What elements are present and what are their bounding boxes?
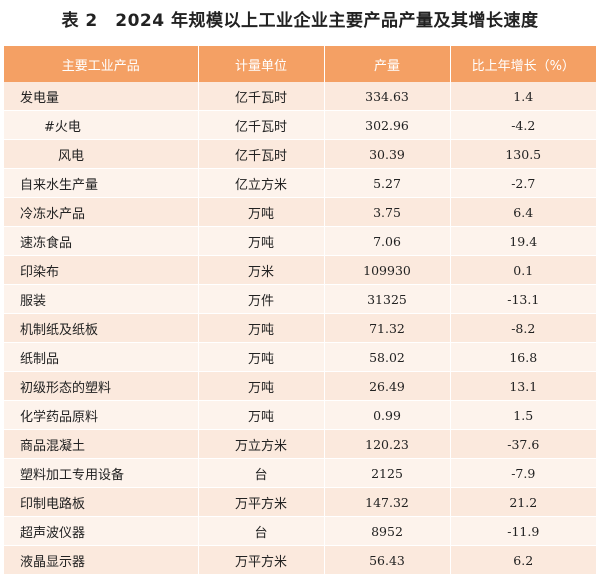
growth-cell: 21.2 [450, 487, 596, 517]
table-row: 化学药品原料 万吨 0.99 1.5 [4, 400, 596, 430]
output-cell: 5.27 [324, 168, 451, 198]
unit-cell: 万吨 [198, 400, 325, 430]
table-row: 印制电路板 万平方米 147.32 21.2 [4, 487, 596, 517]
growth-cell: 6.2 [450, 545, 596, 575]
growth-cell: 19.4 [450, 226, 596, 256]
table-row: 初级形态的塑料 万吨 26.49 13.1 [4, 371, 596, 401]
growth-cell: 1.4 [450, 82, 596, 111]
unit-cell: 万米 [198, 255, 325, 285]
table-row: 塑料加工专用设备台 2125 -7.9 [4, 458, 596, 488]
table-row: 冷冻水产品 万吨 3.75 6.4 [4, 197, 596, 227]
unit-cell: 台 [198, 516, 325, 546]
growth-cell: -11.9 [450, 516, 596, 546]
product-output-table: 主要工业产品 计量单位 产量 比上年增长（%） 发电量 亿千瓦时 334.63 1.4… [4, 46, 596, 575]
growth-cell: -4.2 [450, 110, 596, 140]
product-name-cell: 风电 [4, 139, 199, 169]
header-unit: 计量单位 [198, 46, 325, 82]
table-row: 风电 亿千瓦时 30.39 130.5 [4, 139, 596, 169]
table-row: #火电 亿千瓦时 302.96 -4.2 [4, 110, 596, 140]
product-name-cell: 纸制品 [4, 342, 199, 372]
unit-cell: 万吨 [198, 197, 325, 227]
growth-cell: 130.5 [450, 139, 596, 169]
unit-cell: 亿千瓦时 [198, 110, 325, 140]
table-row: 速冻食品 万吨 7.06 19.4 [4, 226, 596, 256]
output-cell: 3.75 [324, 197, 451, 227]
output-cell: 7.06 [324, 226, 451, 256]
table-row: 印染布 万米 109930 0.1 [4, 255, 596, 285]
table-row: 服装 万件 31325 -13.1 [4, 284, 596, 314]
growth-cell: 6.4 [450, 197, 596, 227]
unit-cell: 万吨 [198, 313, 325, 343]
growth-cell: -7.9 [450, 458, 596, 488]
table-row: 自来水生产量 亿立方米 5.27 -2.7 [4, 168, 596, 198]
growth-cell: -2.7 [450, 168, 596, 198]
growth-cell: 13.1 [450, 371, 596, 401]
output-cell: 56.43 [324, 545, 451, 575]
output-cell: 31325 [324, 284, 451, 314]
product-name-cell: 超声波仪器 [4, 516, 199, 546]
output-cell: 2125 [324, 458, 451, 488]
product-name-cell: 发电量 [4, 82, 199, 111]
growth-cell: -8.2 [450, 313, 596, 343]
unit-cell: 万吨 [198, 342, 325, 372]
header-growth: 比上年增长（%） [450, 46, 596, 82]
output-cell: 109930 [324, 255, 451, 285]
unit-cell: 万立方米 [198, 429, 325, 459]
unit-cell: 万吨 [198, 226, 325, 256]
growth-cell: 1.5 [450, 400, 596, 430]
header-product: 主要工业产品 [4, 46, 199, 82]
table-row: 超声波仪器台 8952 -11.9 [4, 516, 596, 546]
output-cell: 334.63 [324, 82, 451, 111]
product-name-cell: 机制纸及纸板 [4, 313, 199, 343]
table-row: 发电量 亿千瓦时 334.63 1.4 [4, 82, 596, 111]
product-name-cell: 液晶显示器 [4, 545, 199, 575]
output-cell: 8952 [324, 516, 451, 546]
unit-cell: 亿千瓦时 [198, 82, 325, 111]
growth-cell: -13.1 [450, 284, 596, 314]
product-name-cell: 冷冻水产品 [4, 197, 199, 227]
output-cell: 147.32 [324, 487, 451, 517]
table-title: 表 2 2024 年规模以上工业企业主要产品产量及其增长速度 [61, 11, 539, 31]
product-name-cell: 印染布 [4, 255, 199, 285]
growth-cell: -37.6 [450, 429, 596, 459]
unit-cell: 万平方米 [198, 487, 325, 517]
product-name-cell: 初级形态的塑料 [4, 371, 199, 401]
unit-cell: 万吨 [198, 371, 325, 401]
table-body: 发电量 亿千瓦时 334.63 1.4 #火电 亿千瓦时 302.96 -4.2 风电 亿千瓦时 3… [4, 82, 596, 575]
product-name-cell: 服装 [4, 284, 199, 314]
product-name-cell: 商品混凝土 [4, 429, 199, 459]
table-row: 商品混凝土 万立方米 120.23 -37.6 [4, 429, 596, 459]
output-cell: 30.39 [324, 139, 451, 169]
product-name-cell: #火电 [4, 110, 199, 140]
output-cell: 26.49 [324, 371, 451, 401]
unit-cell: 亿千瓦时 [198, 139, 325, 169]
product-name-cell: 速冻食品 [4, 226, 199, 256]
growth-cell: 16.8 [450, 342, 596, 372]
output-cell: 71.32 [324, 313, 451, 343]
table-header-row: 主要工业产品 计量单位 产量 比上年增长（%） [4, 46, 596, 82]
product-name-cell: 化学药品原料 [4, 400, 199, 430]
product-name-cell: 塑料加工专用设备 [4, 458, 199, 488]
product-name-cell: 印制电路板 [4, 487, 199, 517]
header-output: 产量 [324, 46, 451, 82]
output-cell: 302.96 [324, 110, 451, 140]
table-row: 纸制品 万吨 58.02 16.8 [4, 342, 596, 372]
output-cell: 0.99 [324, 400, 451, 430]
output-cell: 58.02 [324, 342, 451, 372]
unit-cell: 万件 [198, 284, 325, 314]
unit-cell: 万平方米 [198, 545, 325, 575]
growth-cell: 0.1 [450, 255, 596, 285]
output-cell: 120.23 [324, 429, 451, 459]
unit-cell: 亿立方米 [198, 168, 325, 198]
table-row: 液晶显示器 万平方米 56.43 6.2 [4, 545, 596, 575]
table-row: 机制纸及纸板 万吨 71.32 -8.2 [4, 313, 596, 343]
unit-cell: 台 [198, 458, 325, 488]
product-name-cell: 自来水生产量 [4, 168, 199, 198]
